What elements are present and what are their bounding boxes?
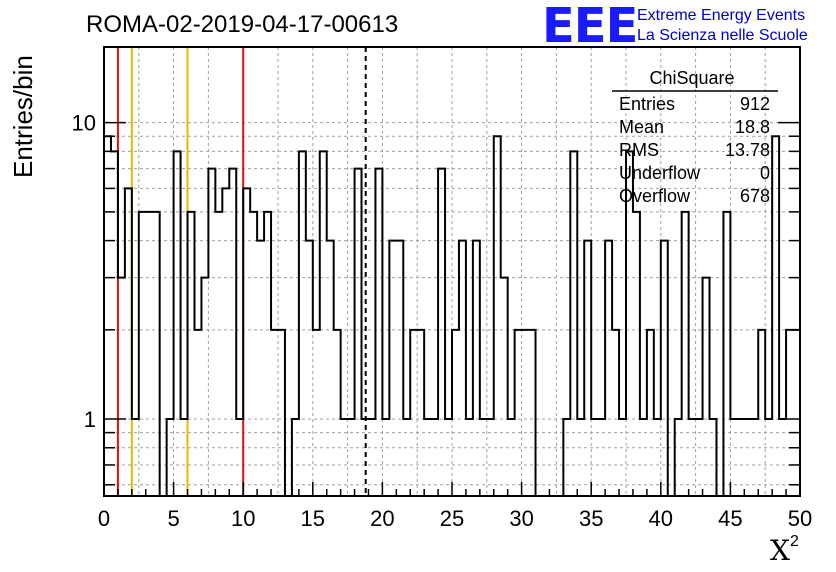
stats-value: 912 xyxy=(740,94,770,114)
x-tick-label: 5 xyxy=(167,506,179,531)
stats-rows: Entries 912 Mean 18.8 RMS 13.78 Underflow 0 Over… xyxy=(619,94,770,206)
x-tick-label: 45 xyxy=(718,506,742,531)
stats-label: Overflow xyxy=(619,186,691,206)
x-axis-title-base: X xyxy=(770,534,790,567)
y-tick-label: 1 xyxy=(84,407,96,432)
eee-logo-line2: La Scienza nelle Scuole xyxy=(637,27,808,44)
x-tick-label: 50 xyxy=(788,506,812,531)
eee-logo-text: EEE xyxy=(542,0,637,54)
x-axis-title-superscript: 2 xyxy=(790,533,799,550)
x-axis-ticks: 0 5 10 15 20 25 30 35 40 45 50 xyxy=(98,482,812,531)
x-tick-label: 15 xyxy=(301,506,325,531)
x-axis-title: X 2 xyxy=(770,533,799,567)
x-tick-label: 10 xyxy=(231,506,255,531)
stats-value: 18.8 xyxy=(735,117,770,137)
x-tick-label: 30 xyxy=(509,506,533,531)
stats-label: RMS xyxy=(619,140,659,160)
eee-logo-line1: Extreme Energy Events xyxy=(637,7,805,24)
histogram-series xyxy=(104,135,800,497)
stats-value: 13.78 xyxy=(725,140,770,160)
stats-value: 678 xyxy=(740,186,770,206)
y-axis-title: Entries/bin xyxy=(8,55,38,178)
stats-title: ChiSquare xyxy=(649,68,734,88)
stats-label: Entries xyxy=(619,94,675,114)
y-axis-ticks: 1 10 xyxy=(72,111,800,486)
stats-value: 0 xyxy=(760,163,770,183)
reference-lines xyxy=(116,47,367,496)
x-tick-label: 20 xyxy=(370,506,394,531)
x-tick-label: 35 xyxy=(579,506,603,531)
stats-label: Mean xyxy=(619,117,664,137)
stats-box: ChiSquare Entries 912 Mean 18.8 RMS 13.78 Unde… xyxy=(612,68,778,206)
x-tick-label: 0 xyxy=(98,506,110,531)
y-tick-label: 10 xyxy=(72,111,96,136)
eee-logo: EEE Extreme Energy Events La Scienza nel… xyxy=(542,0,808,54)
x-tick-label: 40 xyxy=(649,506,673,531)
chart-title: ROMA-02-2019-04-17-00613 xyxy=(86,11,398,38)
x-tick-label: 25 xyxy=(440,506,464,531)
stats-label: Underflow xyxy=(619,163,701,183)
